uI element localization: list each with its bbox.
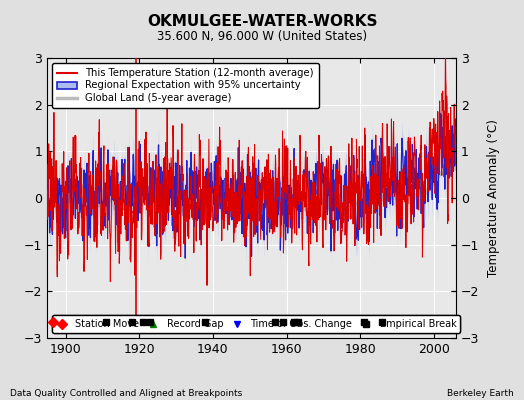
Legend: Station Move, Record Gap, Time of Obs. Change, Empirical Break: Station Move, Record Gap, Time of Obs. C… — [52, 315, 460, 333]
Text: Data Quality Controlled and Aligned at Breakpoints: Data Quality Controlled and Aligned at B… — [10, 389, 243, 398]
Text: OKMULGEE-WATER-WORKS: OKMULGEE-WATER-WORKS — [147, 14, 377, 29]
Text: Berkeley Earth: Berkeley Earth — [447, 389, 514, 398]
Text: 35.600 N, 96.000 W (United States): 35.600 N, 96.000 W (United States) — [157, 30, 367, 43]
Y-axis label: Temperature Anomaly (°C): Temperature Anomaly (°C) — [487, 119, 500, 277]
